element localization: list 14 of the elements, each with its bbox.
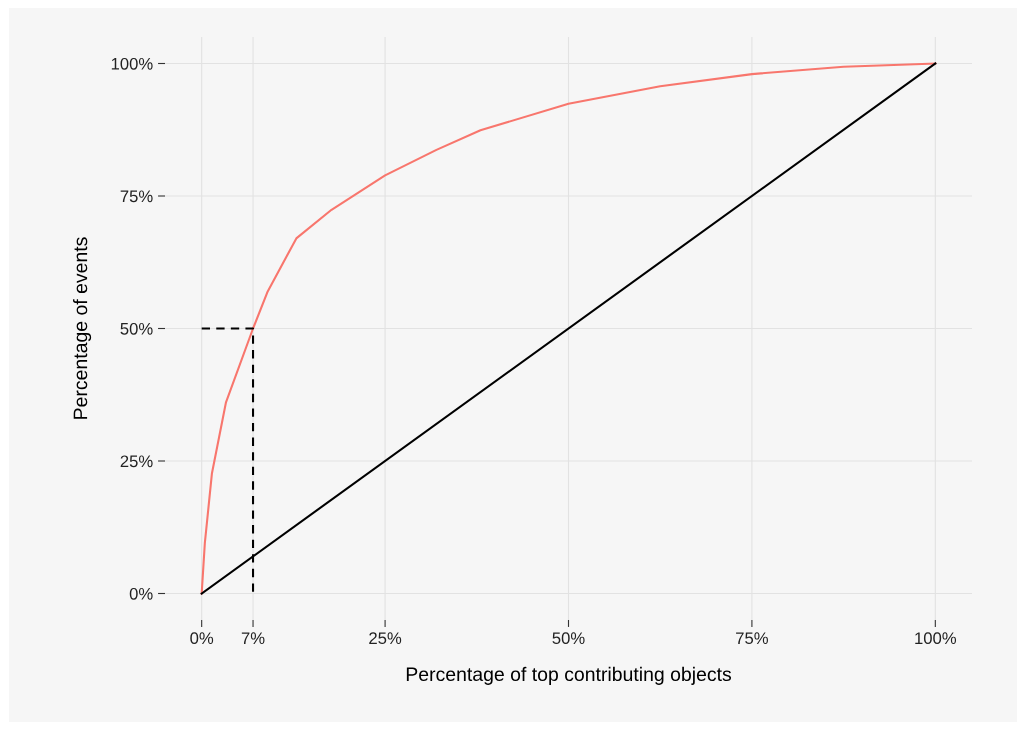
y-tick-label: 100% xyxy=(111,57,153,70)
y-tick-label: 25% xyxy=(120,455,153,468)
y-tick-label: 0% xyxy=(129,587,153,600)
line-series xyxy=(200,62,937,595)
x-tick-label: 25% xyxy=(369,632,402,645)
y-tick-label: 75% xyxy=(120,190,153,203)
x-tick-label: 7% xyxy=(241,632,265,644)
y-tick-label: 50% xyxy=(120,322,153,335)
y-axis-title: Percentage of events xyxy=(73,237,92,419)
x-tick-label: 75% xyxy=(736,632,768,645)
x-axis-title: Percentage of top contributing objects xyxy=(406,666,732,685)
x-tick-label: 100% xyxy=(915,632,957,645)
x-tick-label: 0% xyxy=(190,632,214,645)
x-tick-label: 50% xyxy=(552,632,585,645)
